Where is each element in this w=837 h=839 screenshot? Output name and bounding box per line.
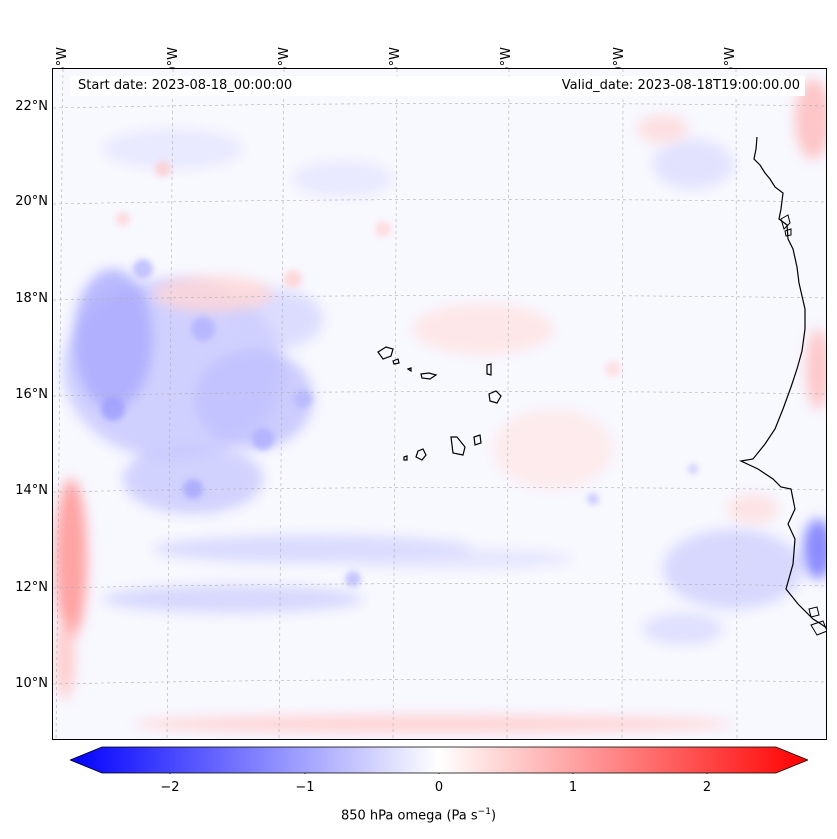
colorbar — [68, 746, 810, 777]
lat-label-22n: 22°N — [15, 99, 48, 114]
colorbar-tick-neg1: −1 — [295, 780, 315, 795]
colorbar-gradient — [68, 746, 810, 777]
lat-label-18n: 18°N — [15, 291, 48, 306]
lon-label-20w: 20°W — [612, 47, 627, 83]
cape-verde-islands — [377, 346, 502, 461]
colorbar-label: 850 hPa omega (Pa s−1) — [340, 807, 497, 824]
small-scale-texture — [101, 161, 698, 587]
map-panel — [52, 68, 827, 740]
omega-field-map — [53, 69, 826, 739]
lon-label-25w: 25°W — [388, 47, 403, 83]
negative-omega-region-east — [643, 139, 826, 645]
lat-label-16n: 16°N — [15, 387, 48, 402]
lat-label-10n: 10°N — [15, 676, 48, 691]
colorbar-tick-0: 0 — [434, 780, 444, 795]
graticule — [53, 69, 826, 739]
positive-omega-regions — [55, 79, 826, 733]
coastline — [739, 136, 826, 629]
lat-label-12n: 12°N — [15, 580, 48, 595]
colorbar-tick-1: 1 — [568, 780, 578, 795]
lon-label-17-5w: 17.5°W — [723, 10, 739, 95]
coastal-details — [780, 214, 826, 636]
lat-label-14n: 14°N — [15, 483, 48, 498]
date-info-bar: Start date: 2023-08-18_00:00:00 Valid_da… — [70, 76, 805, 96]
colorbar-tick-neg2: −2 — [160, 780, 180, 795]
lon-label-30w: 30°W — [166, 47, 181, 83]
lat-label-20n: 20°N — [15, 194, 48, 209]
start-date-text: Start date: 2023-08-18_00:00:00 — [78, 78, 293, 93]
lon-label-32-5w: 32.5°W — [55, 10, 71, 95]
colorbar-tick-2: 2 — [702, 780, 712, 795]
valid-date-text: Valid_date: 2023-08-18T19:00:00.00 — [561, 78, 800, 93]
lon-label-27-5w: 27.5°W — [277, 10, 293, 95]
lon-label-22-5w: 22.5°W — [499, 10, 515, 95]
